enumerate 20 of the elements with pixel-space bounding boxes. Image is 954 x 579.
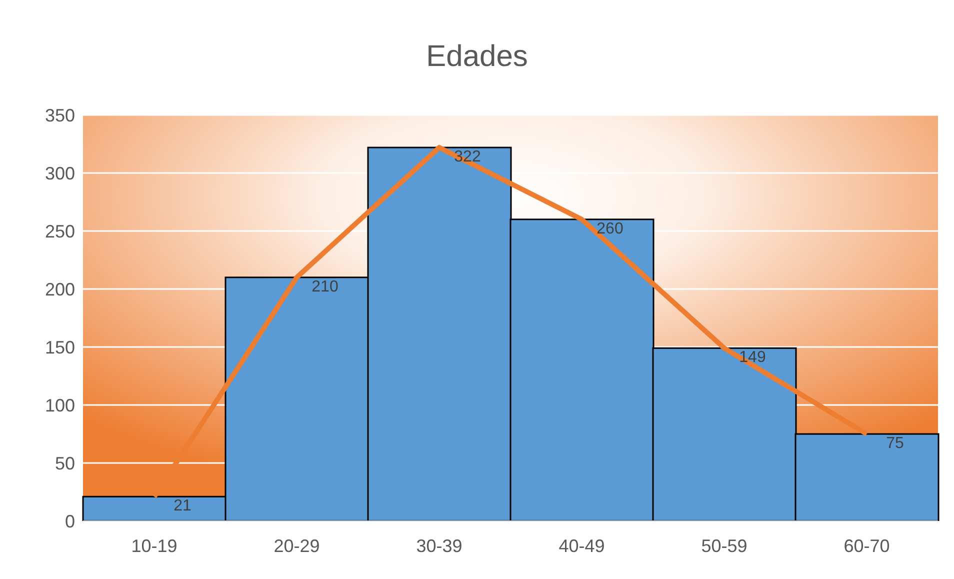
y-tick-label: 300 (44, 163, 75, 184)
data-label: 260 (596, 220, 624, 238)
chart-title: Edades (425, 39, 529, 75)
x-tick-label: 40-49 (558, 536, 605, 556)
x-tick-label: 10-19 (131, 536, 178, 556)
y-tick-label: 50 (54, 453, 75, 474)
y-tick-label: 350 (44, 105, 75, 126)
data-label: 21 (174, 498, 192, 515)
y-tick-label: 250 (44, 221, 75, 242)
data-label: 210 (312, 278, 338, 296)
data-label: 149 (739, 349, 766, 366)
y-tick-label: 0 (64, 511, 75, 532)
data-label: 75 (886, 435, 904, 452)
x-tick-label: 60-70 (844, 536, 890, 556)
y-tick-label: 150 (44, 337, 75, 358)
x-tick-label: 50-59 (701, 536, 748, 556)
x-tick-label: 20-29 (274, 536, 320, 556)
y-tick-label: 100 (44, 395, 75, 416)
x-tick-label: 30-39 (416, 536, 462, 556)
y-tick-label: 200 (44, 279, 75, 300)
